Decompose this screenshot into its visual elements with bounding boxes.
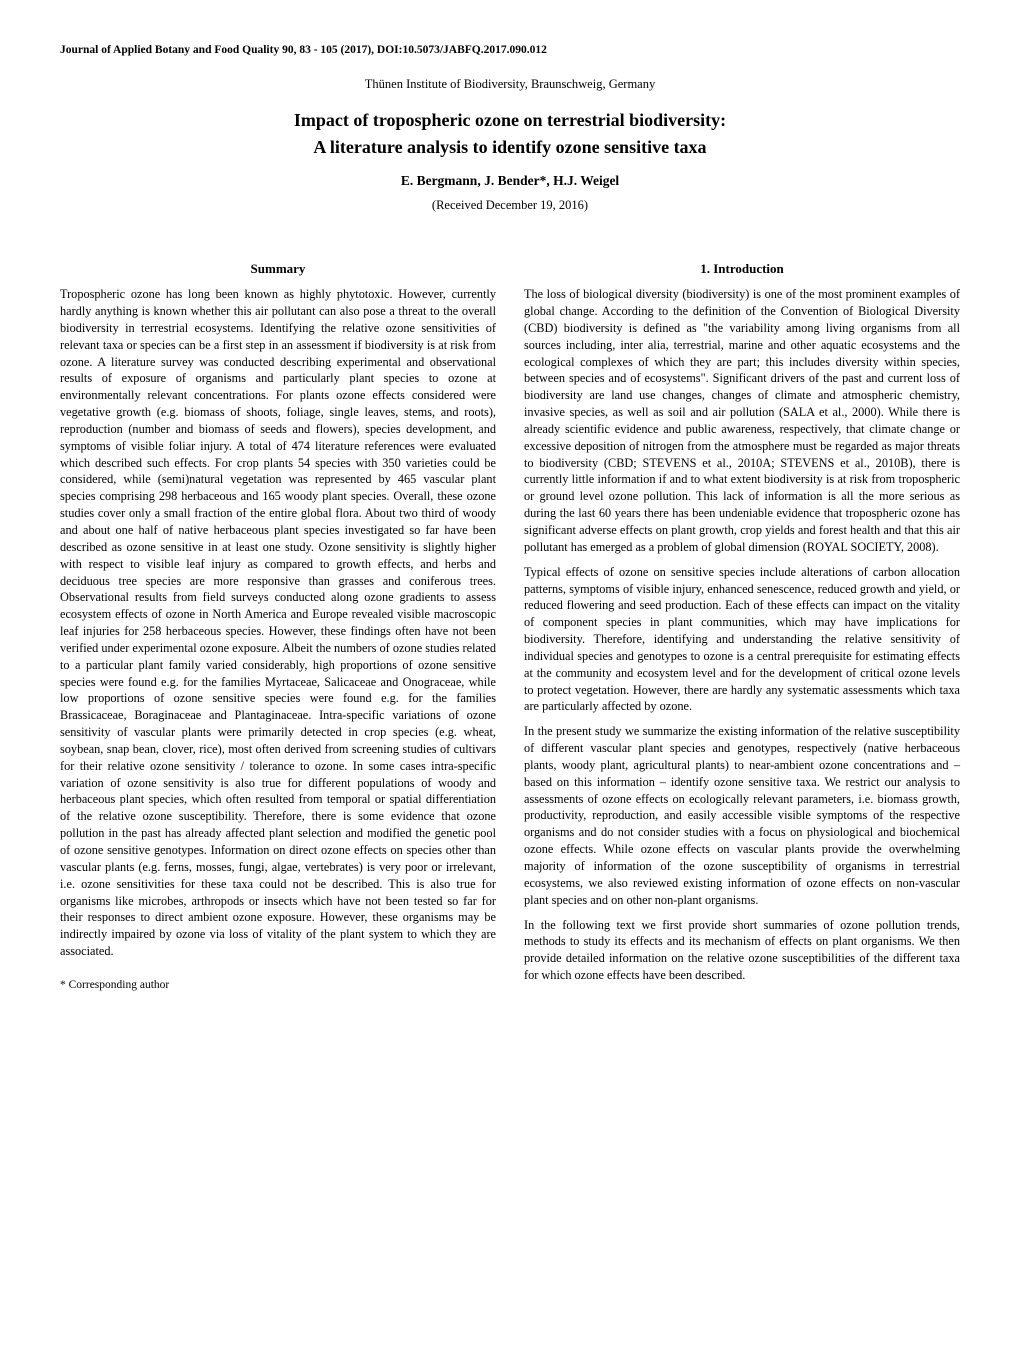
- introduction-paragraph-2: Typical effects of ozone on sensitive sp…: [524, 564, 960, 716]
- left-column: Summary Tropospheric ozone has long been…: [60, 260, 496, 993]
- summary-body: Tropospheric ozone has long been known a…: [60, 286, 496, 960]
- received-date: (Received December 19, 2016): [60, 197, 960, 215]
- introduction-paragraph-1: The loss of biological diversity (biodiv…: [524, 286, 960, 556]
- summary-heading: Summary: [60, 260, 496, 278]
- affiliation: Thünen Institute of Biodiversity, Brauns…: [60, 76, 960, 94]
- introduction-paragraph-3: In the present study we summarize the ex…: [524, 723, 960, 908]
- journal-citation: Journal of Applied Botany and Food Quali…: [60, 42, 960, 58]
- introduction-paragraph-4: In the following text we first provide s…: [524, 917, 960, 984]
- corresponding-author-footnote: * Corresponding author: [60, 978, 496, 994]
- authors: E. Bergmann, J. Bender*, H.J. Weigel: [60, 172, 960, 191]
- introduction-heading: 1. Introduction: [524, 260, 960, 278]
- article-title: Impact of tropospheric ozone on terrestr…: [60, 108, 960, 133]
- right-column: 1. Introduction The loss of biological d…: [524, 260, 960, 993]
- article-subtitle: A literature analysis to identify ozone …: [60, 135, 960, 160]
- two-column-layout: Summary Tropospheric ozone has long been…: [60, 260, 960, 993]
